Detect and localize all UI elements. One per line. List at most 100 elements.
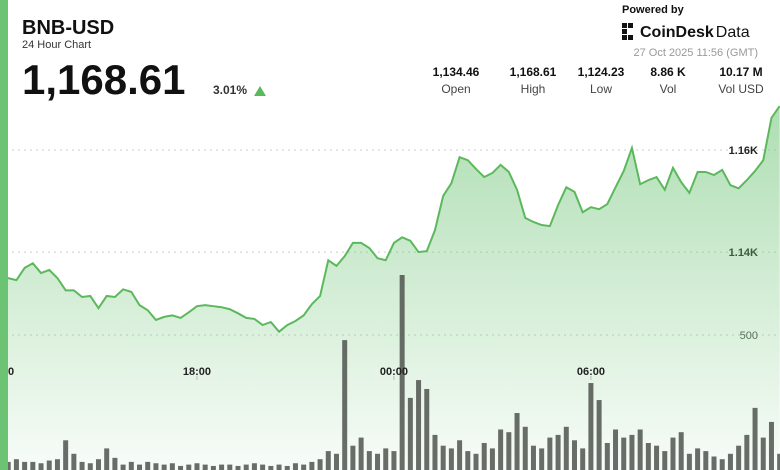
stat-value: 1,134.46: [433, 65, 480, 79]
volume-bar: [169, 463, 175, 470]
volume-bar: [292, 463, 298, 470]
volume-bar: [571, 440, 577, 470]
powered-by: Powered by: [622, 4, 685, 16]
volume-bar: [547, 437, 553, 470]
brand-suffix: Data: [716, 24, 750, 41]
area-fill: [0, 106, 780, 470]
symbol: BNB-USD: [22, 17, 114, 39]
stat-label: Low: [590, 82, 612, 96]
x-tick-label: 06:00: [577, 366, 605, 378]
stats: 1,134.46 Open 1,168.61 High 1,124.23 Low 8.86 …: [433, 65, 764, 96]
volume-bar: [161, 464, 167, 470]
volume-bar: [350, 445, 356, 470]
volume-bar: [424, 388, 430, 470]
volume-bar: [514, 413, 520, 470]
volume-bar: [407, 397, 413, 470]
volume-bar: [375, 453, 381, 470]
volume-bar: [325, 451, 331, 470]
volume-bar: [662, 451, 668, 470]
volume-bar: [719, 459, 725, 470]
volume-bar: [243, 464, 249, 470]
volume-bar: [46, 460, 52, 470]
volume-bar: [629, 434, 635, 470]
volume-bar: [251, 463, 257, 470]
volume-bar: [416, 380, 422, 470]
timestamp: 27 Oct 2025 11:56 (GMT): [633, 47, 758, 59]
volume-bar: [752, 407, 758, 470]
volume-bar: [473, 453, 479, 470]
volume-bar: [301, 464, 307, 470]
volume-bar: [268, 465, 274, 470]
volume-bar: [366, 451, 372, 470]
volume-bar: [736, 445, 742, 470]
up-arrow: [254, 86, 266, 96]
volume-bar: [440, 445, 446, 470]
volume-bar: [383, 448, 389, 470]
volume-bar: [227, 464, 233, 470]
volume-bar: [391, 451, 397, 470]
volume-bar: [235, 465, 241, 470]
price-line: [0, 105, 780, 334]
volume-bar: [219, 464, 225, 470]
volume-bar: [87, 463, 93, 470]
volume-bar: [768, 421, 774, 470]
volume-bar: [621, 437, 627, 470]
volume-bar: [604, 442, 610, 470]
volume-bar: [539, 448, 545, 470]
change: 3.01%: [213, 83, 247, 97]
volume-bar: [711, 456, 717, 470]
volume-bar: [63, 440, 69, 470]
volume-bar: [333, 453, 339, 470]
volume-bar: [481, 442, 487, 470]
volume-bar: [342, 340, 348, 470]
volume-bar: [498, 429, 504, 470]
volume-bar: [22, 461, 28, 470]
stat-value: 1,124.23: [578, 65, 625, 79]
volume-bar: [210, 465, 216, 470]
volume-bar: [613, 429, 619, 470]
volume-bar: [54, 459, 60, 470]
stat-value: 10.17 M: [719, 65, 762, 79]
volume-bar: [128, 461, 134, 470]
volume-bar: [448, 448, 454, 470]
volume-bar: [555, 434, 561, 470]
y-tick-label: 1.16K: [729, 145, 758, 157]
stat-value: 1,168.61: [510, 65, 557, 79]
brand-name: CoinDesk: [640, 24, 714, 41]
volume-bar: [79, 461, 85, 470]
volume-bar: [703, 451, 709, 470]
volume-bar: [194, 463, 200, 470]
volume-bar: [137, 464, 143, 470]
volume-bar: [5, 461, 11, 470]
price: 1,168.61: [22, 56, 186, 103]
volume-bar: [145, 461, 151, 470]
volume-bar: [95, 459, 101, 470]
volume-bar: [686, 453, 692, 470]
volume-bar: [760, 437, 766, 470]
x-tick-label: 18:00: [183, 366, 211, 378]
volume-bar: [695, 448, 701, 470]
volume-bar: [120, 464, 126, 470]
volume-bar: [654, 445, 660, 470]
volume-bar: [596, 400, 602, 470]
volume-bar: [563, 426, 569, 470]
stat-label: Vol: [660, 82, 677, 96]
stat-label: Open: [441, 82, 470, 96]
volume-bar: [30, 461, 36, 470]
volume-bar: [489, 448, 495, 470]
volume-bar: [38, 463, 44, 470]
volume-bar: [530, 445, 536, 470]
volume-bar: [104, 448, 110, 470]
x-tick-label: 00:00: [380, 366, 408, 378]
volume-bar: [276, 464, 282, 470]
volume-bar: [358, 437, 364, 470]
volume-bar: [112, 457, 118, 470]
volume-bar: [284, 465, 290, 470]
subtitle: 24 Hour Chart: [22, 39, 91, 51]
volume-bar: [317, 459, 323, 470]
stat-label: Vol USD: [718, 82, 764, 96]
volume-bar: [637, 429, 643, 470]
header: BNB-USD 24 Hour Chart 1,168.61 3.01% Pow…: [22, 4, 758, 103]
